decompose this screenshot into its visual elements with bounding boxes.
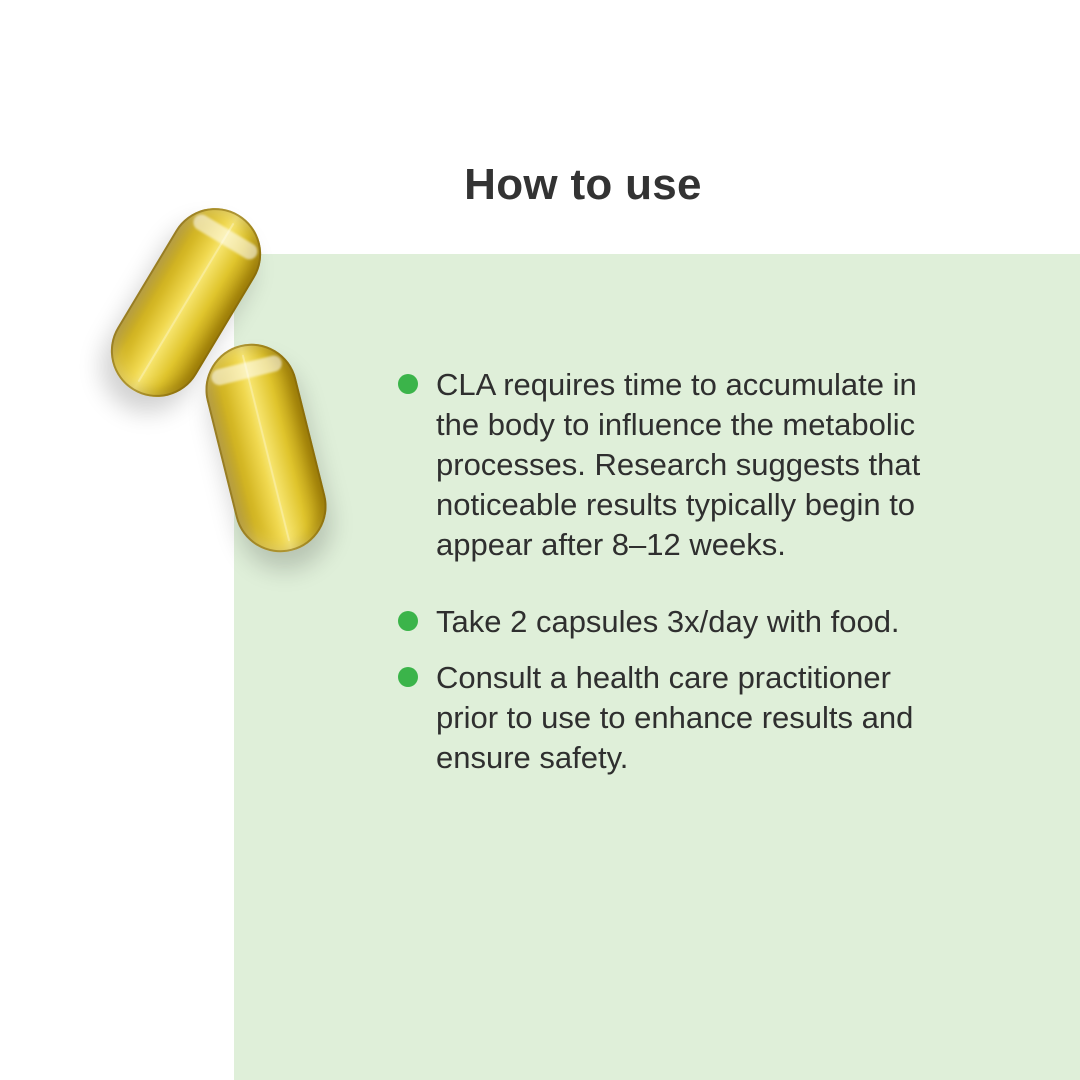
green-dot-icon [398,667,418,687]
instruction-text: CLA requires time to accumulate in the b… [436,367,921,562]
page-title: How to use [464,160,702,209]
instruction-text: Take 2 capsules 3x/day with food. [436,604,900,639]
instructions-panel [234,254,1080,1080]
instruction-text: Consult a health care practitioner prior… [436,660,914,775]
instruction-item: Take 2 capsules 3x/day with food. [398,602,958,642]
green-dot-icon [398,611,418,631]
instructions-list: CLA requires time to accumulate in the b… [398,365,958,778]
instruction-item: Consult a health care practitioner prior… [398,658,958,778]
instruction-item: CLA requires time to accumulate in the b… [398,365,958,565]
green-dot-icon [398,374,418,394]
